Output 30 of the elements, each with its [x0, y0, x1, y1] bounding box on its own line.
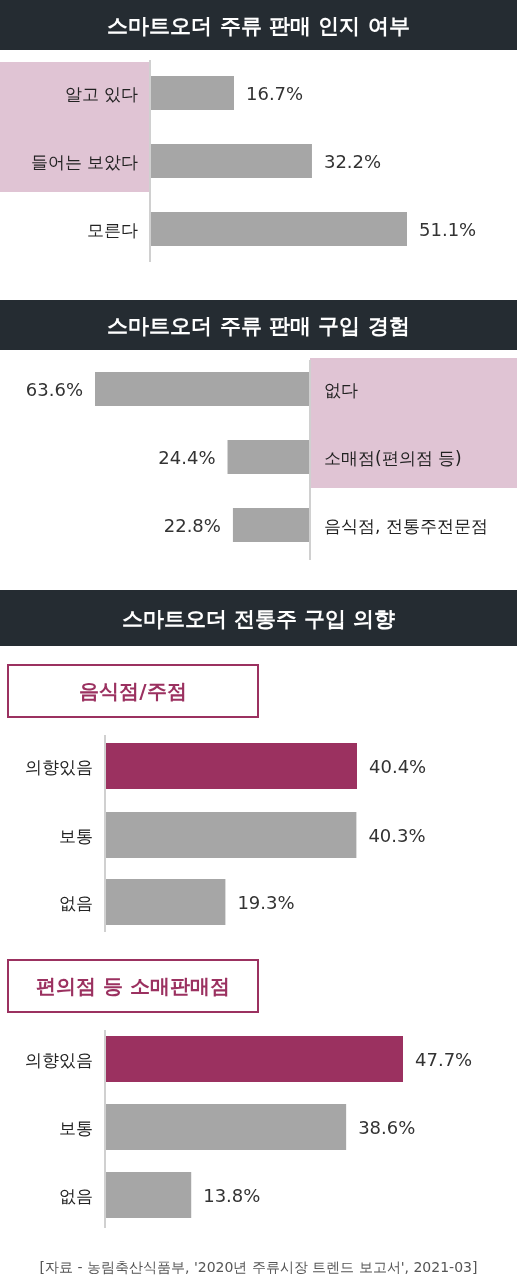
data-label: 16.7%	[245, 83, 304, 104]
y-tick-label: 보통	[59, 826, 93, 846]
y-tick-label: 없음	[59, 1186, 93, 1206]
data-label: 32.2%	[323, 151, 382, 172]
data-label: 22.8%	[163, 515, 221, 536]
chart-title: 스마트오더 주류 판매 구입 경험	[107, 314, 410, 338]
data-label: 63.6%	[25, 379, 83, 400]
data-label: 38.6%	[358, 1117, 416, 1138]
data-label: 40.3%	[368, 825, 426, 846]
y-tick-label: 없음	[59, 893, 93, 913]
chart-subtitle: 편의점 등 소매판매점	[36, 974, 230, 998]
data-label: 24.4%	[158, 447, 216, 468]
chart-title: 스마트오더 주류 판매 인지 여부	[107, 14, 410, 38]
y-tick-label: 음식점, 전통주전문점	[324, 516, 488, 536]
chart-title: 스마트오더 전통주 구입 의향	[121, 607, 396, 631]
y-tick-label: 모른다	[87, 220, 138, 240]
y-tick-label: 보통	[59, 1118, 93, 1138]
y-tick-label: 알고 있다	[64, 84, 138, 104]
data-label: 40.4%	[369, 756, 427, 777]
y-tick-label: 들어는 보았다	[30, 152, 138, 172]
data-label: 13.8%	[203, 1185, 261, 1206]
y-tick-label: 의향있음	[25, 757, 93, 777]
data-label: 19.3%	[237, 892, 295, 913]
data-label: 47.7%	[415, 1049, 473, 1070]
text: [자료 - 농림축산식품부, '2020년 주류시장 트렌드 보고서', 2021-03]	[39, 1259, 478, 1275]
y-tick-label: 의향있음	[25, 1050, 93, 1070]
data-label: 51.1%	[419, 219, 477, 240]
y-tick-label: 소매점(편의점 등)	[324, 448, 462, 468]
chart-subtitle: 음식점/주점	[79, 679, 187, 703]
y-tick-label: 없다	[324, 380, 358, 400]
